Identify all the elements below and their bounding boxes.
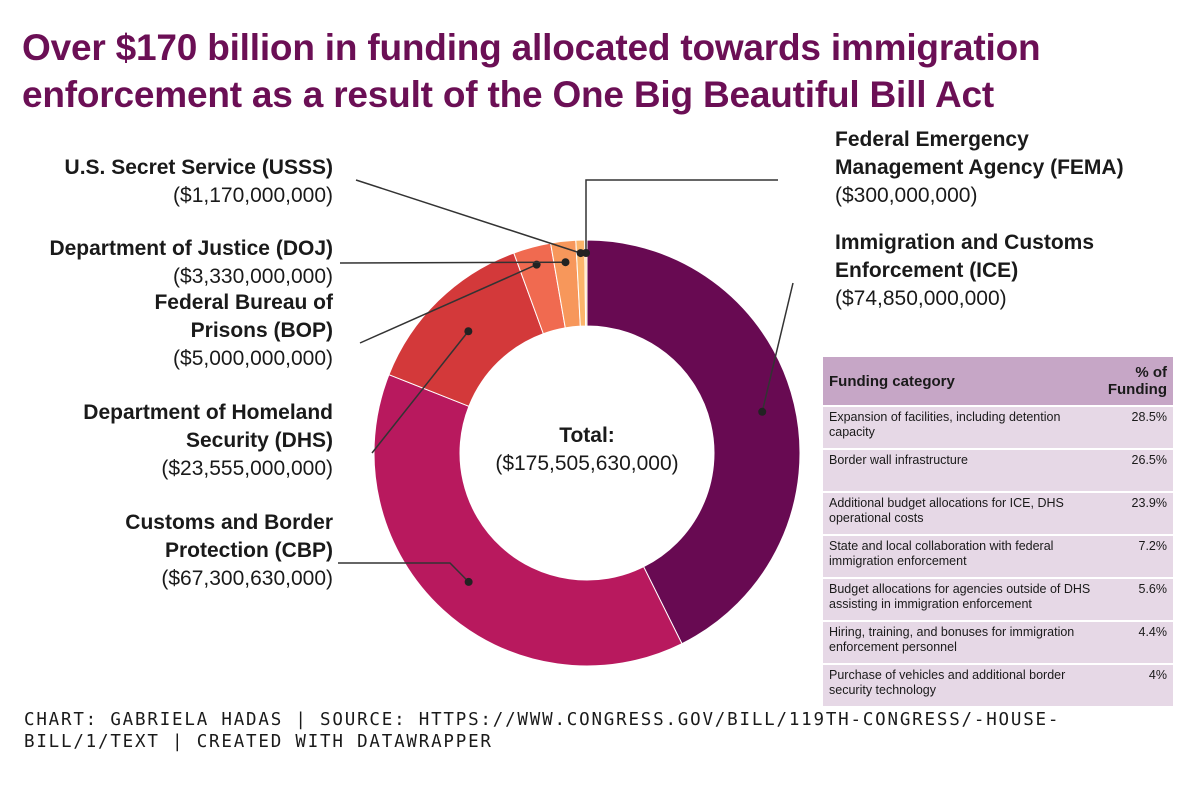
slice-label-name: Enforcement (ICE) [835,259,1018,282]
funding-category-table: Funding category % of Funding Expansion … [823,357,1173,706]
slice-label-value: ($5,000,000,000) [173,347,333,370]
leader-line [761,282,794,412]
table-header-percent: % of Funding [1101,357,1173,406]
slice-labels: Immigration and Customs Enforcement (ICE)… [49,128,1123,590]
table-header-row: Funding category % of Funding [823,357,1173,406]
table-row: Border wall infrastructure 26.5% [823,448,1173,492]
leader-line [371,330,469,454]
table-row: State and local collaboration with feder… [823,534,1173,578]
slice-label-value: ($3,330,000,000) [173,265,333,288]
slice-label-value: ($67,300,630,000) [161,567,333,590]
table-row: Expansion of facilities, including deten… [823,405,1173,449]
leader-dot [561,258,570,267]
slice-label-name: Protection (CBP) [165,539,333,562]
table-cell-percent: 4.4% [1101,620,1173,664]
slice-label-name: Immigration and Customs [835,231,1094,254]
table-cell-category: State and local collaboration with feder… [823,534,1101,578]
slice-label-name: U.S. Secret Service (USSS) [65,156,333,179]
chart-credit: CHART: GABRIELA HADAS | SOURCE: HTTPS://… [24,710,1061,752]
leader-dot [582,249,590,258]
table-row: Hiring, training, and bonuses for immigr… [823,620,1173,664]
table-cell-percent: 28.5% [1101,405,1173,449]
table-header-category: Funding category [823,357,1101,406]
table-cell-percent: 26.5% [1101,448,1173,492]
slice-label-name: Department of Homeland [83,401,333,424]
table-cell-category: Purchase of vehicles and additional bord… [823,663,1101,706]
table-row: Budget allocations for agencies outside … [823,577,1173,621]
leader-dot [464,327,473,336]
slice-label-name: Customs and Border [125,511,333,534]
table-cell-category: Additional budget allocations for ICE, D… [823,491,1101,535]
table-cell-percent: 7.2% [1101,534,1173,578]
slice-label-name: Management Agency (FEMA) [835,156,1124,179]
leader-line [355,179,581,254]
table-cell-percent: 5.6% [1101,577,1173,621]
chart-title: Over $170 billion in funding allocated t… [22,27,1041,115]
table-cell-percent: 23.9% [1101,491,1173,535]
slice-label-value: ($74,850,000,000) [835,287,1007,310]
leader-line [338,562,470,583]
leader-line [339,261,566,264]
center-total-label: Total: [559,424,615,447]
slice-label-name: Prisons (BOP) [191,319,333,342]
table-cell-category: Hiring, training, and bonuses for immigr… [823,620,1101,664]
leader-dot [758,407,767,416]
donut-slice [586,239,801,645]
slice-label-name: Federal Bureau of [154,291,334,314]
slice-label-value: ($300,000,000) [835,184,977,207]
slice-label-name: Department of Justice (DOJ) [49,237,333,260]
leader-line [359,263,537,344]
slice-label-value: ($1,170,000,000) [173,184,333,207]
center-total-value: ($175,505,630,000) [495,452,678,475]
table-cell-percent: 4% [1101,663,1173,706]
table-cell-category: Expansion of facilities, including deten… [823,405,1101,449]
slice-label-value: ($23,555,000,000) [161,457,333,480]
donut-slice [373,374,683,667]
table-cell-category: Border wall infrastructure [823,448,1101,492]
leader-lines [338,179,794,586]
leader-line [585,179,778,254]
table-row: Additional budget allocations for ICE, D… [823,491,1173,535]
table-row: Purchase of vehicles and additional bord… [823,663,1173,706]
slice-label-name: Federal Emergency [835,128,1029,151]
slice-label-name: Security (DHS) [186,429,333,452]
leader-dot [464,577,473,586]
table-cell-category: Budget allocations for agencies outside … [823,577,1101,621]
